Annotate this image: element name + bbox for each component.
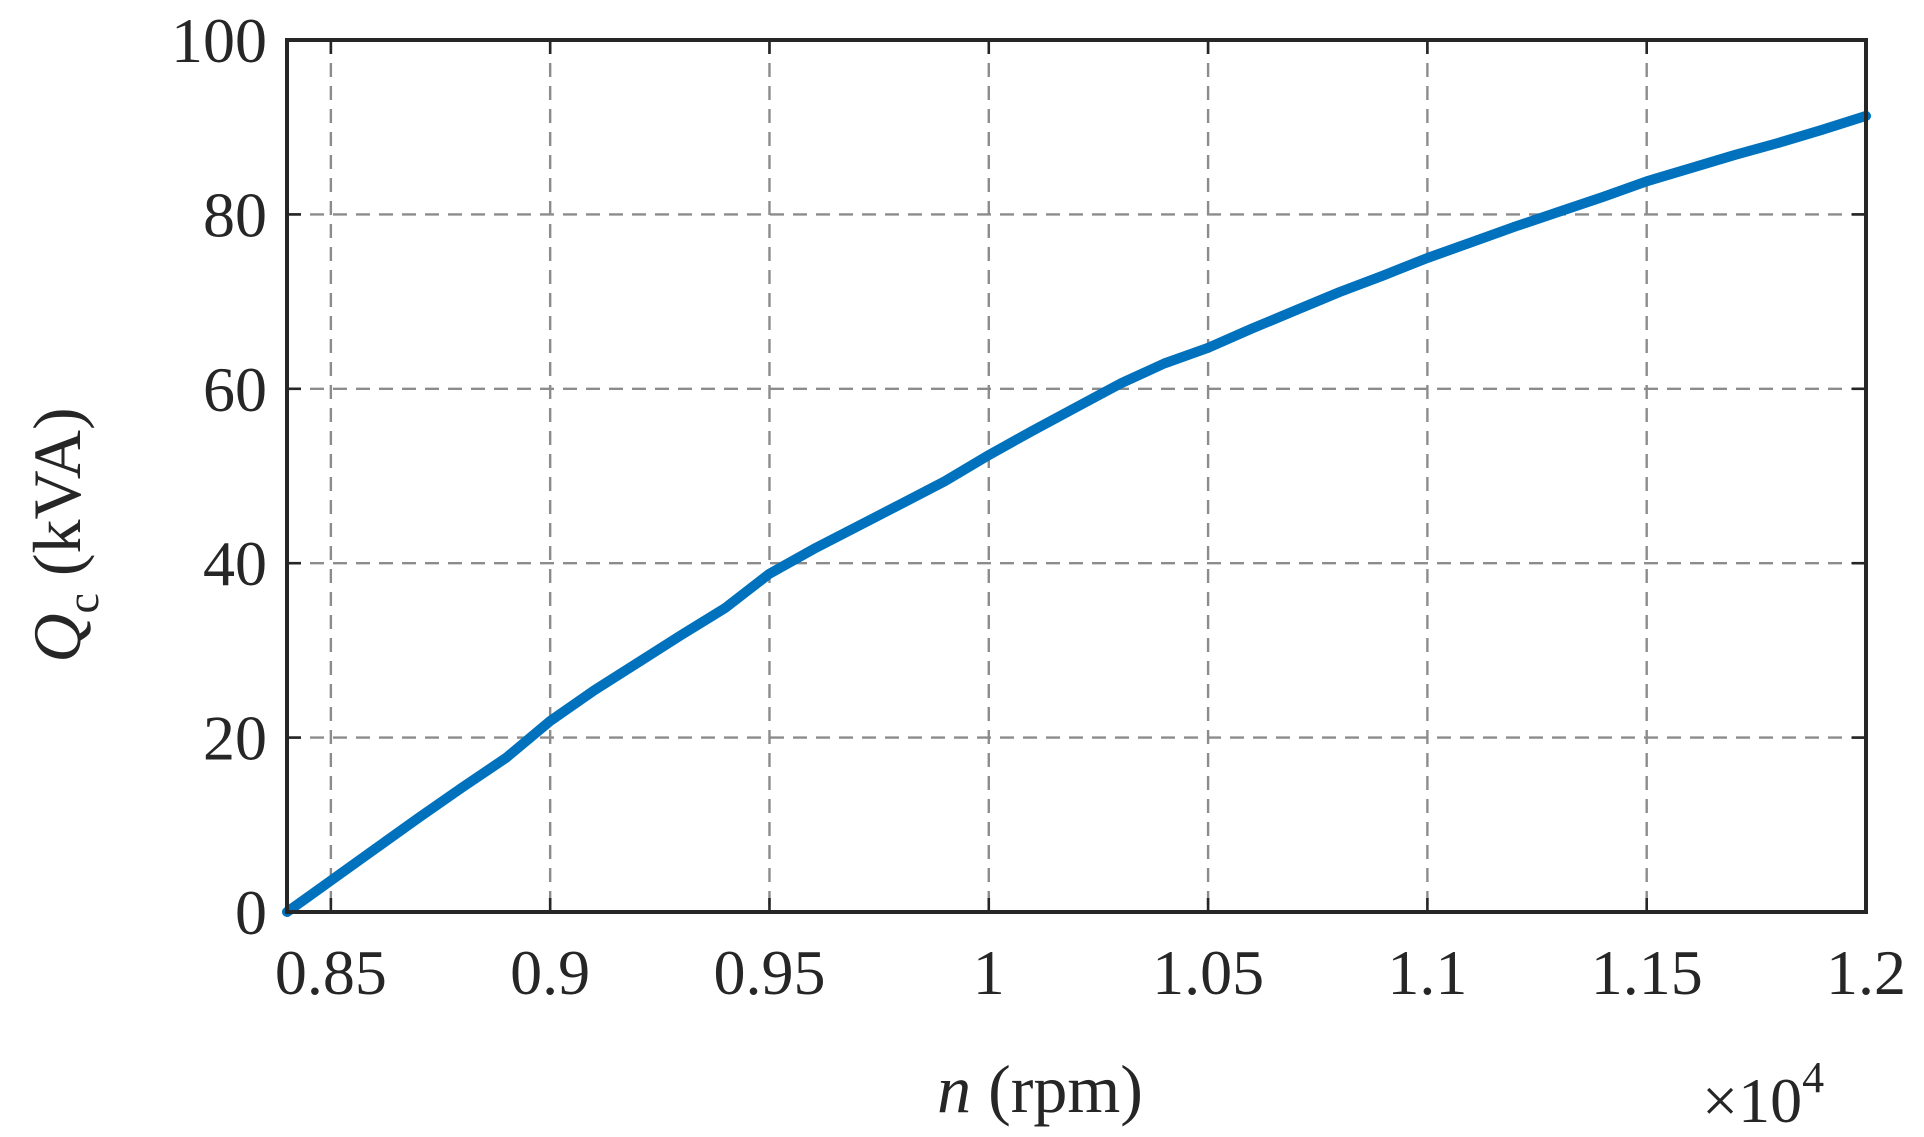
x-axis-multiplier-exponent: 4 xyxy=(1802,1053,1824,1102)
y-tick-label: 20 xyxy=(203,703,267,774)
y-axis-unit: (kVA) xyxy=(19,407,95,593)
y-axis-label: Qc (kVA) xyxy=(19,407,108,662)
plot-area-frame xyxy=(285,38,1868,914)
y-tick-label: 60 xyxy=(203,354,267,425)
x-tick-labels: 0.85 0.9 0.95 1 1.05 1.1 1.15 1.2 xyxy=(275,937,1906,1008)
series-layer xyxy=(282,110,1871,917)
x-axis-unit: (rpm) xyxy=(971,1051,1143,1127)
y-axis-subscript: c xyxy=(57,593,108,613)
y-tick-labels: 0 20 40 60 80 100 xyxy=(171,5,267,948)
y-tick-label: 100 xyxy=(171,5,267,76)
x-tick-label: 1.05 xyxy=(1152,937,1264,1008)
x-tick-label: 0.85 xyxy=(275,937,387,1008)
y-tick-label: 0 xyxy=(235,877,267,948)
y-tick-label: 40 xyxy=(203,528,267,599)
x-tick-label: 0.95 xyxy=(713,937,825,1008)
y-axis-variable: Q xyxy=(19,614,95,663)
tick-marks xyxy=(287,38,1868,914)
x-tick-label: 0.9 xyxy=(510,937,590,1008)
x-axis-multiplier-base: ×10 xyxy=(1702,1065,1802,1136)
x-tick-label: 1.2 xyxy=(1826,937,1906,1008)
x-axis-label: n (rpm) xyxy=(937,1051,1143,1127)
x-axis-variable: n xyxy=(937,1051,971,1127)
series-line xyxy=(282,110,1871,917)
x-tick-label: 1.1 xyxy=(1387,937,1467,1008)
x-tick-label: 1.15 xyxy=(1591,937,1703,1008)
grid-lines xyxy=(287,38,1868,914)
x-tick-label: 1 xyxy=(973,937,1005,1008)
y-tick-label: 80 xyxy=(203,179,267,250)
x-axis-multiplier: ×104 xyxy=(1702,1053,1824,1136)
